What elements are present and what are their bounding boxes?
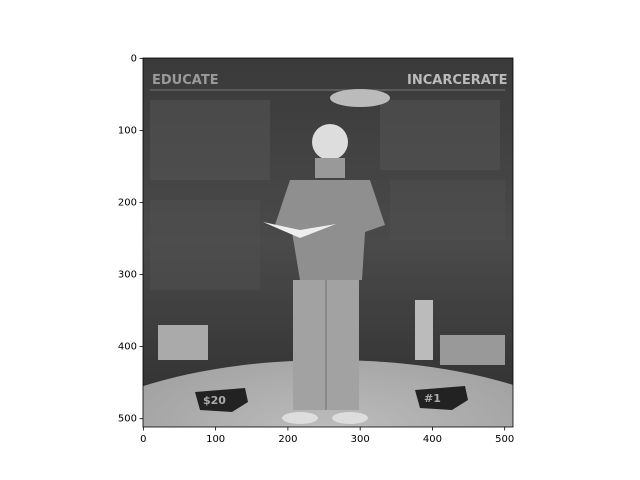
x-tick-label: 400 [423,434,442,445]
y-tick-label: 100 [118,125,137,136]
x-tick-label: 100 [206,434,225,445]
x-tick-label: 200 [278,434,297,445]
y-tick-label: 500 [118,414,137,425]
annotation: $20 [203,394,226,407]
x-tick-label: 300 [351,434,370,445]
y-tick-label: 0 [131,53,137,64]
axes-frame [142,57,514,428]
x-tick-label: 500 [495,434,514,445]
annotation: INCARCERATE [407,73,508,88]
y-tick-label: 300 [118,270,137,281]
y-tick-label: 400 [118,342,137,353]
y-tick-label: 200 [118,198,137,209]
annotation: EDUCATE [152,73,219,88]
image: EDUCATE INCARCERATE $20 #1 [143,58,513,427]
annotation: #1 [424,392,441,405]
x-tick-label: 0 [140,434,146,445]
